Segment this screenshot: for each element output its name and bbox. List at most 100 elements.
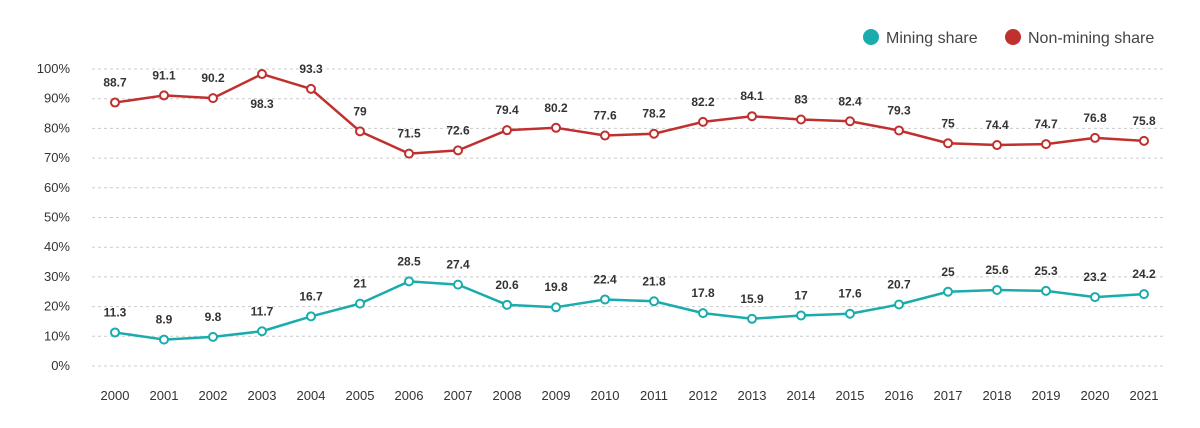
data-label: 17 — [794, 289, 808, 303]
data-label: 15.9 — [740, 292, 764, 306]
data-label: 11.3 — [104, 305, 127, 319]
legend-item: Mining share — [863, 29, 978, 47]
data-label: 17.8 — [691, 286, 715, 300]
data-label: 9.8 — [205, 310, 222, 324]
x-tick-label: 2021 — [1130, 388, 1159, 403]
data-point — [257, 326, 267, 337]
data-point — [404, 276, 414, 287]
data-point — [502, 125, 512, 136]
data-label: 25.6 — [985, 263, 1009, 277]
data-point — [894, 299, 904, 310]
data-label: 8.9 — [156, 313, 173, 327]
data-label: 20.6 — [495, 278, 519, 292]
data-label: 28.5 — [397, 254, 421, 268]
x-tick-label: 2002 — [199, 388, 228, 403]
x-tick-label: 2013 — [738, 388, 767, 403]
data-label: 83 — [794, 92, 808, 106]
y-tick-label: 30% — [44, 269, 70, 284]
data-label: 20.7 — [887, 278, 911, 292]
data-point — [894, 125, 904, 136]
x-tick-label: 2019 — [1032, 388, 1061, 403]
data-point — [355, 298, 365, 309]
data-point — [796, 310, 806, 321]
series-line — [114, 72, 1145, 155]
y-tick-label: 20% — [44, 299, 70, 314]
data-label: 91.1 — [152, 68, 176, 82]
y-tick-label: 50% — [44, 210, 70, 225]
x-tick-label: 2014 — [787, 388, 816, 403]
data-point — [159, 334, 169, 345]
y-tick-label: 70% — [44, 150, 70, 165]
x-tick-label: 2005 — [346, 388, 375, 403]
data-point — [159, 90, 169, 101]
data-point — [1139, 135, 1149, 146]
x-tick-label: 2020 — [1081, 388, 1110, 403]
data-label: 98.3 — [250, 97, 274, 111]
data-label: 79.3 — [887, 103, 911, 117]
data-point — [1041, 139, 1051, 150]
data-label: 82.4 — [838, 94, 862, 108]
data-point — [453, 279, 463, 290]
data-label: 88.7 — [103, 76, 127, 90]
data-point — [845, 308, 855, 319]
data-point — [110, 97, 120, 108]
series-line — [114, 280, 1145, 341]
data-label: 24.2 — [1132, 267, 1156, 281]
data-label: 17.6 — [838, 287, 862, 301]
x-tick-label: 2018 — [983, 388, 1012, 403]
data-label: 74.4 — [985, 118, 1009, 132]
x-tick-label: 2007 — [444, 388, 473, 403]
data-point — [992, 140, 1002, 151]
x-tick-label: 2017 — [934, 388, 963, 403]
data-point — [747, 313, 757, 324]
data-point — [208, 331, 218, 342]
x-tick-label: 2010 — [591, 388, 620, 403]
data-point — [845, 116, 855, 127]
legend-marker — [1005, 29, 1021, 45]
data-point — [649, 128, 659, 139]
data-point — [551, 122, 561, 133]
legend: Mining share Non-mining share — [863, 29, 1154, 47]
series-non-mining-share: 88.7 91.1 90.2 98.3 93.3 79 71.5 72.6 79.4 80.2 77… — [103, 62, 1156, 159]
y-tick-label: 80% — [44, 120, 70, 135]
legend-item: Non-mining share — [1005, 29, 1154, 47]
data-label: 16.7 — [299, 289, 323, 303]
data-label: 21 — [353, 277, 367, 291]
data-label: 78.2 — [642, 107, 666, 121]
data-point — [796, 114, 806, 125]
data-point — [600, 130, 610, 141]
data-point — [600, 294, 610, 305]
data-point — [747, 111, 757, 122]
x-tick-label: 2008 — [493, 388, 522, 403]
data-label: 75 — [941, 116, 955, 130]
data-label: 82.2 — [691, 95, 715, 109]
data-point — [306, 83, 316, 94]
data-point — [502, 299, 512, 310]
data-point — [943, 138, 953, 149]
data-label: 79 — [353, 104, 367, 118]
data-point — [306, 311, 316, 322]
data-point — [355, 126, 365, 137]
data-point — [1090, 292, 1100, 303]
grid — [92, 68, 1165, 367]
x-tick-label: 2004 — [297, 388, 326, 403]
legend-label: Mining share — [886, 30, 978, 47]
x-tick-label: 2009 — [542, 388, 571, 403]
data-label: 27.4 — [446, 258, 470, 272]
y-tick-label: 100% — [37, 61, 71, 76]
legend-marker — [863, 29, 879, 45]
data-point — [110, 327, 120, 338]
data-point — [943, 286, 953, 297]
data-label: 71.5 — [397, 127, 421, 141]
x-tick-label: 2001 — [150, 388, 179, 403]
data-point — [453, 145, 463, 156]
data-point — [257, 69, 267, 80]
y-tick-label: 0% — [51, 358, 70, 373]
x-tick-label: 2012 — [689, 388, 718, 403]
data-point — [698, 308, 708, 319]
x-tick-label: 2011 — [640, 388, 668, 403]
series-mining-share: 11.3 8.9 9.8 11.7 16.7 21 28.5 27.4 20.6 19.8 22.4… — [104, 254, 1156, 345]
data-point — [404, 148, 414, 159]
data-label: 76.8 — [1083, 111, 1107, 125]
